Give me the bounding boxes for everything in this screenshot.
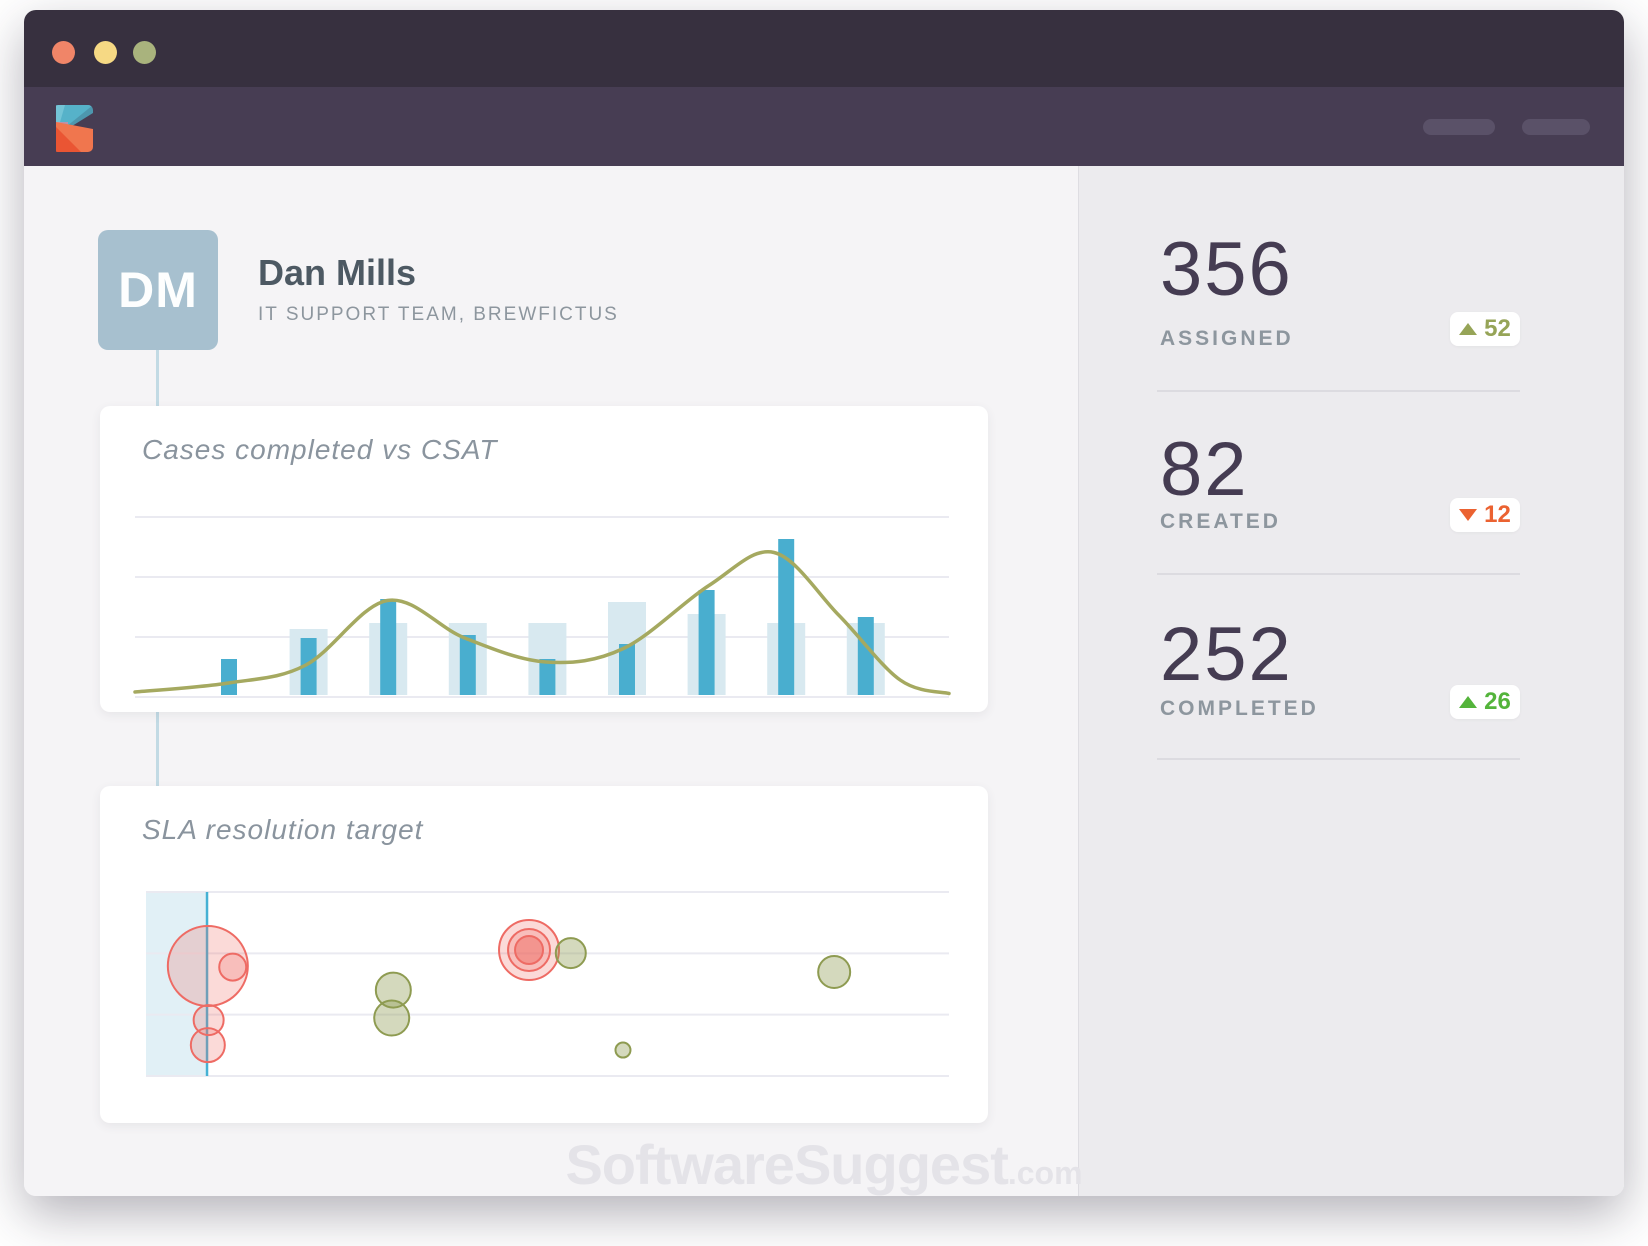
arrow-up-icon: [1459, 696, 1478, 708]
sla-target-card: SLA resolution target: [100, 786, 988, 1123]
stat-value-completed: 252: [1160, 612, 1293, 697]
stat-delta-badge-completed: 26: [1450, 685, 1520, 719]
stat-value-assigned: 356: [1160, 227, 1293, 312]
stat-delta-badge-created: 12: [1450, 498, 1520, 532]
arrow-up-icon: [1459, 323, 1478, 335]
avatar-initials: DM: [118, 262, 198, 318]
stats-sidebar: [1078, 166, 1624, 1196]
app-window: SoftwareSuggest.com DM Dan Mills IT SUPP…: [24, 10, 1624, 1196]
watermark-text: SoftwareSuggest: [565, 1133, 1008, 1196]
traffic-light-close-button[interactable]: [52, 41, 75, 64]
sidebar-divider: [1157, 573, 1520, 575]
cases-csat-card-title: Cases completed vs CSAT: [142, 434, 498, 465]
arrow-down-icon: [1459, 509, 1478, 521]
stat-delta-value: 52: [1484, 315, 1511, 342]
sla-bubble-chart: [146, 891, 949, 1077]
sidebar-divider: [1157, 390, 1520, 392]
avatar: DM: [98, 230, 218, 350]
stat-label-completed: COMPLETED: [1160, 697, 1319, 720]
stat-delta-value: 12: [1484, 501, 1511, 528]
window-titlebar: [24, 10, 1624, 87]
stat-label-assigned: ASSIGNED: [1160, 327, 1294, 350]
app-header: [24, 87, 1624, 166]
profile-subtitle: IT SUPPORT TEAM, BREWFICTUS: [258, 304, 619, 325]
sidebar-divider: [1157, 758, 1520, 760]
watermark-suffix: .com: [1007, 1155, 1083, 1191]
cases-csat-card: Cases completed vs CSAT: [100, 406, 988, 712]
traffic-light-zoom-button[interactable]: [133, 41, 156, 64]
stat-delta-value: 26: [1484, 688, 1511, 715]
stat-value-created: 82: [1160, 427, 1249, 512]
profile-name: Dan Mills: [258, 252, 417, 293]
header-profile-button[interactable]: [1522, 119, 1590, 135]
traffic-light-minimize-button[interactable]: [94, 41, 117, 64]
stat-label-created: CREATED: [1160, 510, 1281, 533]
watermark: SoftwareSuggest.com: [24, 1132, 1624, 1196]
kayako-logo-icon[interactable]: [53, 105, 93, 152]
header-menu-button[interactable]: [1423, 119, 1495, 135]
sla-target-card-title: SLA resolution target: [142, 814, 424, 845]
stat-delta-badge-assigned: 52: [1450, 312, 1520, 346]
cases-csat-chart: [133, 516, 951, 698]
